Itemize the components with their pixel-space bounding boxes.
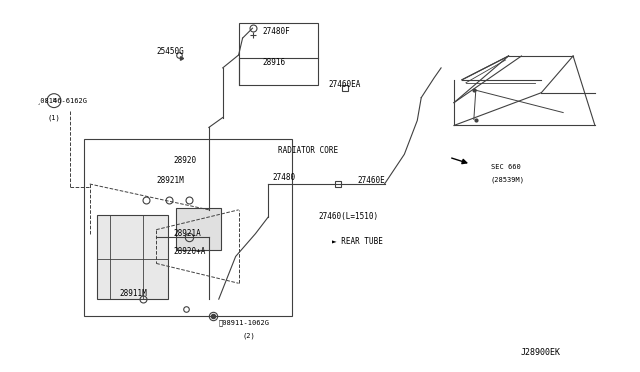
Text: (28539M): (28539M) — [491, 177, 525, 183]
Bar — [84, 140, 292, 316]
Text: 28920+A: 28920+A — [173, 247, 205, 256]
Text: 27460EA: 27460EA — [328, 80, 360, 89]
Text: 27460(L=1510): 27460(L=1510) — [318, 212, 378, 221]
Text: 28911M: 28911M — [120, 289, 147, 298]
Text: 27480: 27480 — [273, 173, 296, 182]
Text: (2): (2) — [243, 333, 255, 339]
Text: RADIATOR CORE: RADIATOR CORE — [278, 146, 339, 155]
Text: ¸08146-6162G: ¸08146-6162G — [37, 97, 88, 104]
Text: 28920: 28920 — [173, 156, 196, 165]
Bar — [176, 208, 221, 250]
Text: SEC 660: SEC 660 — [491, 164, 520, 170]
Bar — [239, 23, 318, 85]
Text: ⓝ08911-1062G: ⓝ08911-1062G — [219, 320, 270, 326]
Text: 28921M: 28921M — [156, 176, 184, 185]
Text: 27460E: 27460E — [358, 176, 385, 185]
Text: 25450G: 25450G — [156, 46, 184, 55]
Text: (1): (1) — [47, 114, 60, 121]
Text: B: B — [52, 98, 56, 103]
Bar — [97, 215, 168, 299]
Text: J28900EK: J28900EK — [520, 348, 560, 357]
Text: ► REAR TUBE: ► REAR TUBE — [332, 237, 383, 246]
Text: 28921A: 28921A — [173, 229, 201, 238]
Text: 27480F: 27480F — [262, 27, 290, 36]
Text: 28916: 28916 — [262, 58, 285, 67]
